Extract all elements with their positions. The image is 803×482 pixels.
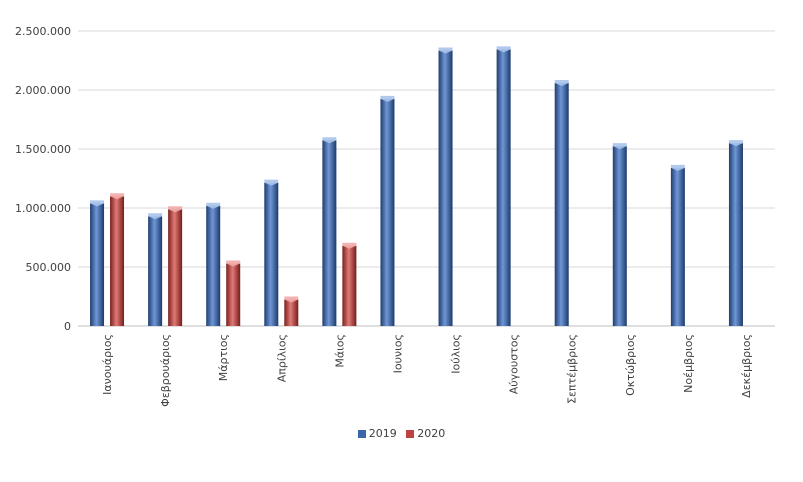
bar-2019-1	[148, 213, 163, 326]
bar-2019-9	[612, 143, 627, 326]
x-tick-label: Απρίλιος	[275, 334, 288, 382]
bar-body	[148, 216, 163, 326]
bar-top	[342, 242, 357, 249]
x-tick-label: Αύγουστος	[508, 334, 521, 394]
bar-body	[110, 196, 125, 326]
x-tick-label: Ιουνιος	[391, 334, 404, 373]
bar-2019-11	[728, 140, 743, 326]
bar-body	[342, 245, 357, 326]
bar-2020-3	[284, 296, 299, 326]
legend-label-2019: 2019	[368, 427, 397, 440]
bar-2019-0	[90, 200, 105, 326]
bar-body	[284, 299, 299, 326]
x-tick-label: Νοέμβριος	[682, 334, 695, 393]
legend-swatch-2019	[357, 429, 366, 438]
bar-top	[380, 95, 395, 102]
y-tick-label: 1.000.000	[15, 202, 71, 215]
bar-2020-2	[226, 260, 241, 326]
bar-top	[728, 140, 743, 147]
bar-body	[554, 82, 569, 326]
bar-body	[496, 49, 511, 327]
bar-body	[226, 263, 241, 326]
bar-2019-3	[264, 179, 279, 326]
bar-top	[670, 164, 685, 171]
bar-top	[90, 200, 105, 207]
bar-2019-8	[554, 79, 569, 326]
bar-2019-5	[380, 95, 395, 327]
bar-top	[438, 47, 453, 54]
x-tick-label: Μάρτιος	[217, 334, 230, 381]
bar-body	[322, 140, 337, 326]
bar-body	[90, 203, 105, 326]
bar-top	[612, 143, 627, 150]
bar-2019-6	[438, 47, 453, 327]
bar-2019-2	[206, 202, 221, 326]
bar-body	[438, 50, 453, 327]
legend-item-2020: 2020	[406, 427, 445, 440]
bar-top	[322, 137, 337, 144]
y-tick-label: 0	[64, 320, 71, 333]
bar-body	[612, 146, 627, 326]
bar-body	[670, 167, 685, 326]
y-tick-label: 1.500.000	[15, 143, 71, 156]
gridlines	[78, 30, 775, 268]
x-tick-label: Φεβρουάριος	[159, 334, 172, 407]
bar-body	[168, 209, 183, 326]
tick-labels: 0 500.000 1.000.000 1.500.000 2.000.000 2.500…	[15, 25, 753, 407]
y-tick-label: 2.500.000	[15, 25, 71, 38]
bar-top	[226, 260, 241, 267]
bar-body	[206, 205, 221, 326]
y-tick-label: 500.000	[26, 261, 72, 274]
bar-body	[728, 143, 743, 326]
legend: 2019 2020	[0, 427, 803, 441]
bar-top	[264, 179, 279, 186]
bar-top	[168, 206, 183, 213]
x-tick-label: Ιανουάριος	[101, 334, 114, 395]
bar-body	[380, 98, 395, 327]
bar-top	[496, 46, 511, 53]
legend-label-2020: 2020	[417, 427, 446, 440]
bar-top	[554, 79, 569, 86]
bar-2019-10	[670, 164, 685, 326]
bar-top	[148, 213, 163, 220]
bar-2019-7	[496, 46, 511, 327]
bar-2019-4	[322, 137, 337, 326]
bar-2020-4	[342, 242, 357, 326]
legend-item-2019: 2019	[357, 427, 397, 440]
x-tick-label: Σεπτέμβριος	[566, 334, 579, 404]
x-tick-label: Μάιος	[333, 334, 346, 368]
legend-swatch-2020	[406, 429, 415, 438]
bar-2020-0	[110, 193, 125, 326]
bars	[90, 46, 743, 327]
bar-2020-1	[168, 206, 183, 326]
y-tick-label: 2.000.000	[15, 84, 71, 97]
bar-top	[206, 202, 221, 209]
x-tick-label: Δεκέμβριος	[740, 334, 753, 398]
x-tick-label: Ιούλιος	[450, 334, 463, 374]
bar-top	[110, 193, 125, 200]
x-tick-label: Οκτώβριος	[624, 334, 637, 396]
bar-body	[264, 182, 279, 326]
bar-top	[284, 296, 299, 303]
